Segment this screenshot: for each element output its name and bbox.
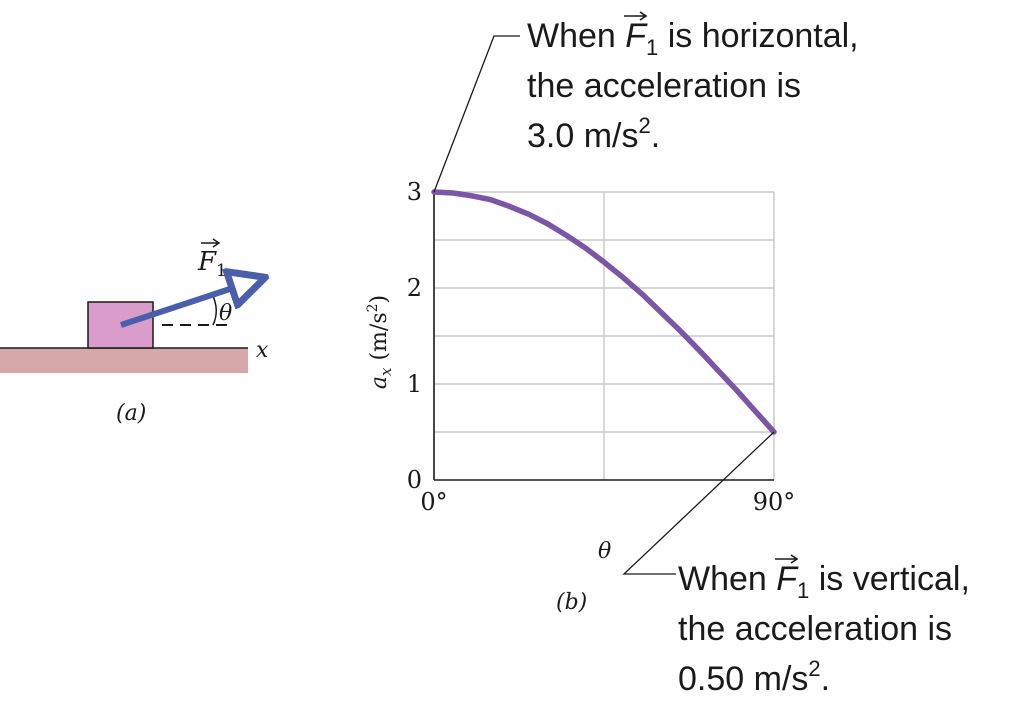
chart-axes xyxy=(433,192,774,481)
top-annotation-line2: the acceleration is xyxy=(527,67,801,105)
bottom-annotation-line3: 0.50 m/s2. xyxy=(678,656,830,698)
acceleration-curve xyxy=(431,189,777,435)
force-arrow xyxy=(120,285,242,328)
ground-surface xyxy=(0,348,248,373)
x-tick-label: 90° xyxy=(753,488,796,516)
block xyxy=(87,301,154,349)
bottom-annotation-leader xyxy=(622,431,775,575)
top-annotation-line1: When F1 is horizontal, xyxy=(527,17,859,60)
caption-a: (a) xyxy=(116,401,146,426)
caption-b: (b) xyxy=(556,590,587,615)
bottom-force-vector-arrow-icon xyxy=(775,554,799,564)
bottom-annotation-line1: When F1 is vertical, xyxy=(678,560,970,603)
top-annotation: When F1 is horizontal, the acceleration … xyxy=(527,11,859,155)
angle-label: θ xyxy=(219,301,232,326)
angle-arc xyxy=(211,293,217,326)
y-tick-label: 3 xyxy=(407,178,422,206)
figure-a: F1 θ x (a) xyxy=(0,238,269,426)
chart-tick-labels: 0 1 2 3 0° 90° xyxy=(407,178,796,516)
x-axis-label: x xyxy=(256,338,269,363)
x-tick-label: 0° xyxy=(420,488,447,516)
figure-b: 0 1 2 3 0° 90° θ ax (m/s2) (b) When F1 is hor… xyxy=(365,11,970,698)
force-vector-arrow-icon xyxy=(201,238,221,248)
top-annotation-leader xyxy=(433,35,520,193)
y-tick-label: 2 xyxy=(407,274,422,302)
y-tick-label: 1 xyxy=(407,370,422,398)
top-annotation-line3: 3.0 m/s2. xyxy=(527,113,660,155)
bottom-annotation-line2: the acceleration is xyxy=(678,610,952,648)
y-axis-label: ax (m/s2) xyxy=(365,295,395,389)
y-tick-label: 0 xyxy=(407,466,422,494)
top-force-vector-arrow-icon xyxy=(624,11,648,21)
x-axis-label: θ xyxy=(598,539,611,564)
chart-grid xyxy=(434,191,775,480)
bottom-annotation: When F1 is vertical, the acceleration is… xyxy=(678,554,970,698)
force-label: F1 xyxy=(197,247,227,281)
chart-series xyxy=(431,189,777,435)
